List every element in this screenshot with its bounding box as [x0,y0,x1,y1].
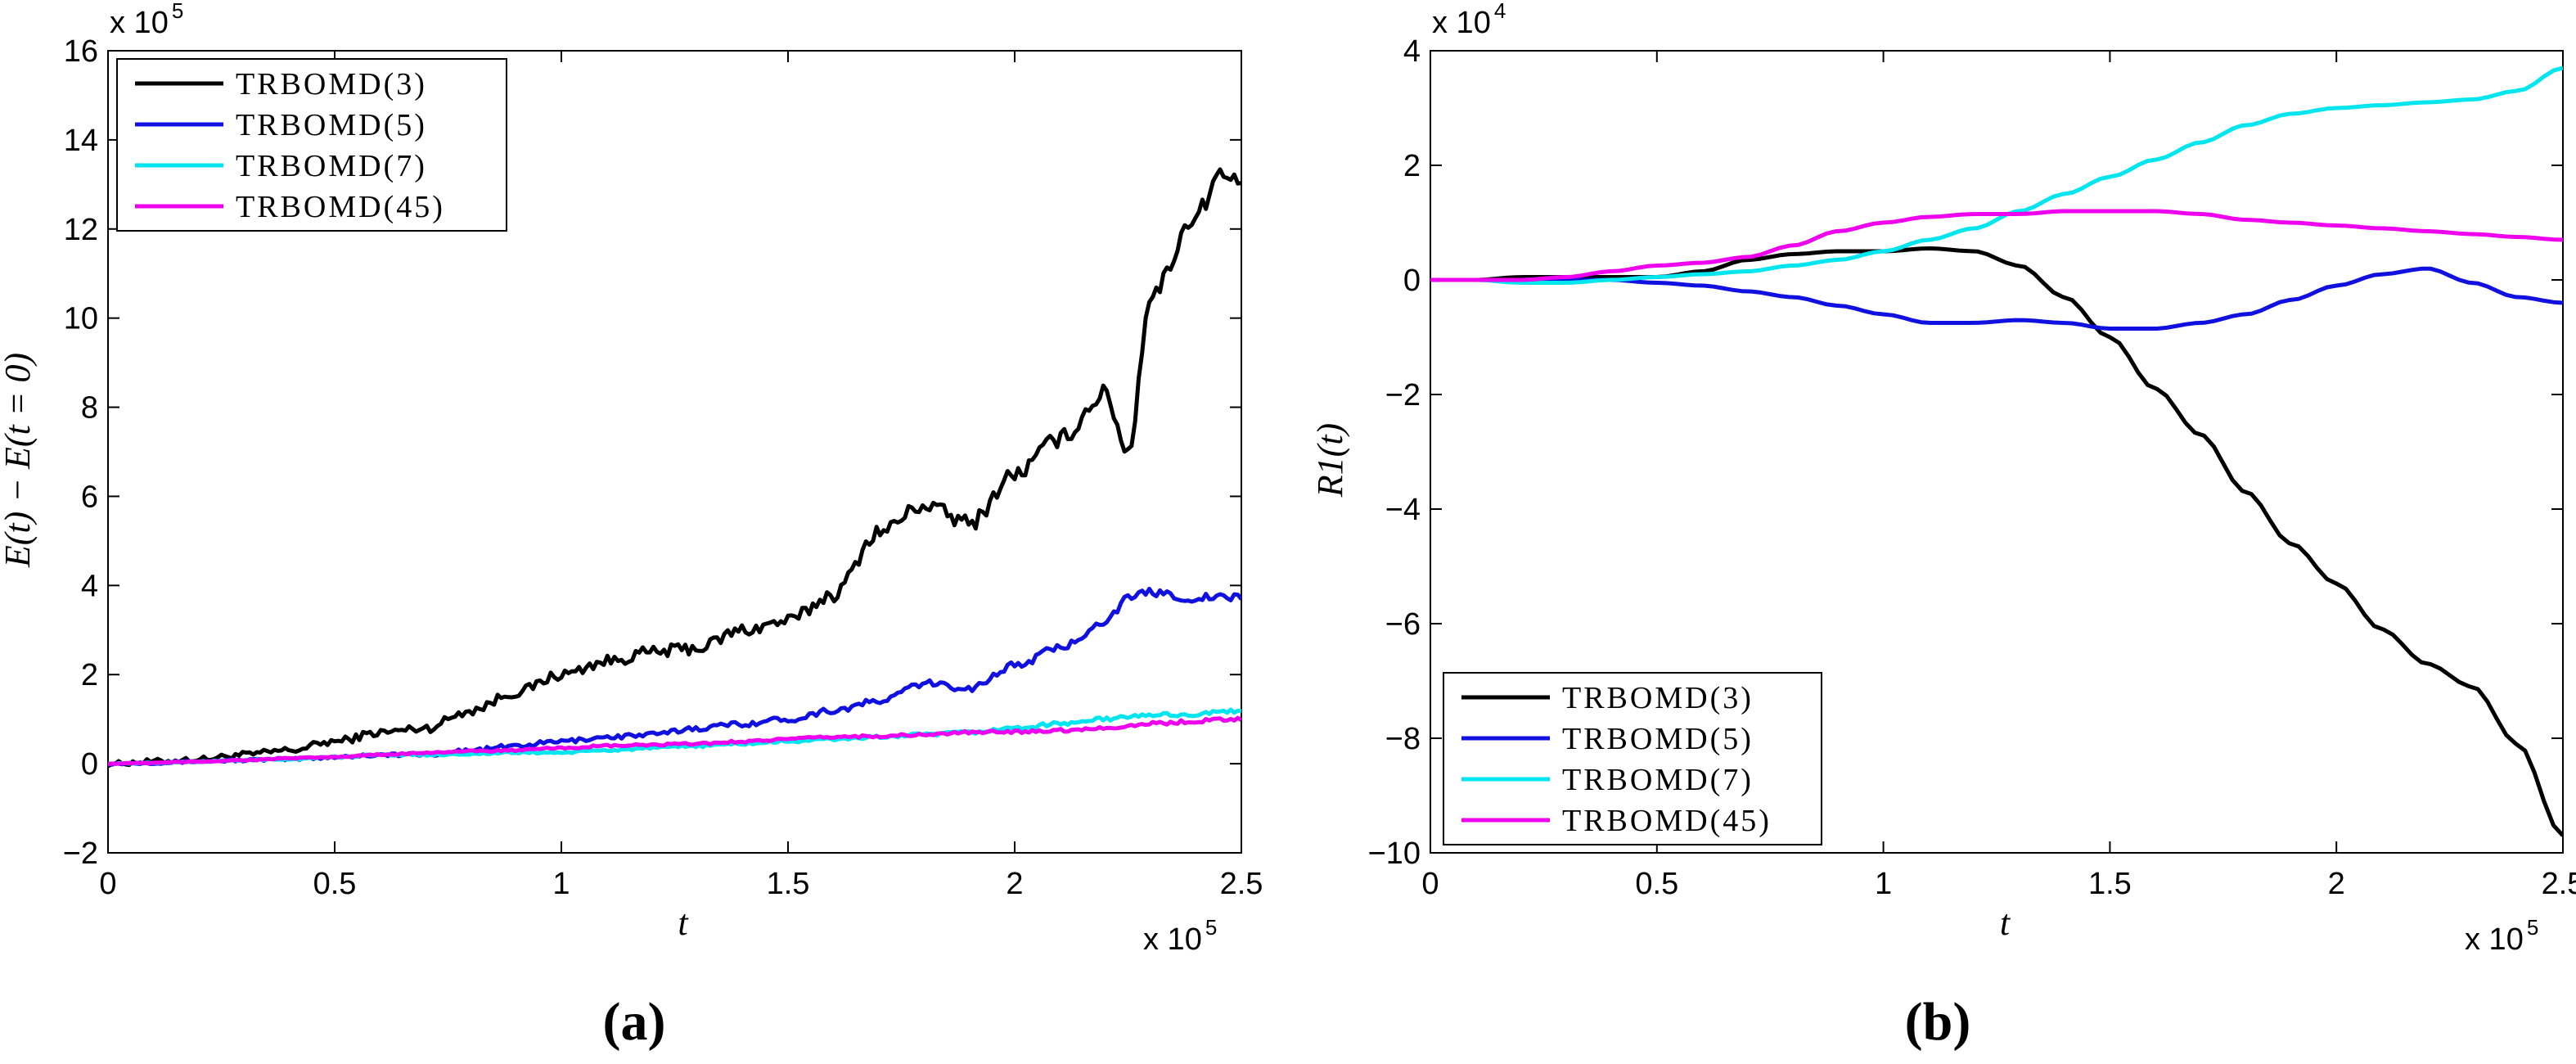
x-tick-label: 2 [1006,867,1023,901]
y-tick-label: −4 [1385,493,1421,527]
series-group [1430,65,2563,837]
series-line-TRBOMD3 [1430,246,2563,837]
y-multiplier-base: x 10 [1432,6,1491,40]
y-multiplier-base: x 10 [110,6,169,40]
y-tick-label: −2 [63,836,98,871]
legend-entry: TRBOMD(7) [236,149,427,183]
plot-frame [1430,50,2564,854]
y-tick-label: 16 [64,34,98,69]
legend-box [116,58,507,232]
y-axis-label: R1(t) [1310,423,1350,498]
y-tick-label: 10 [64,302,98,336]
x-tick-label: 1 [552,867,570,901]
legend-box [1443,672,1822,845]
y-tick-label: −10 [1368,836,1421,871]
x-multiplier-base: x 10 [2465,922,2524,957]
plot-frame [107,50,1242,854]
y-tick-label: 12 [64,213,98,247]
y-tick-label: 2 [81,658,98,692]
legend-entry: TRBOMD(45) [1562,804,1772,838]
y-tick-label: 4 [81,569,98,603]
y-tick-label: 0 [81,747,98,782]
y-multiplier-exp: 4 [1494,0,1506,23]
y-axis-label: E(t) − E(t = 0) [0,353,38,568]
x-axis-multiplier: x 10 5 [2465,915,2538,957]
legend: TRBOMD(3) TRBOMD(5) TRBOMD(7) TRBOMD(45) [116,58,507,232]
x-tick-label: 0 [1421,867,1439,901]
x-multiplier-base: x 10 [1143,922,1202,957]
series-line-TRBOMD3 [108,167,1241,769]
panel-label: (b) [1905,992,1971,1052]
series-group [108,167,1241,769]
x-tick-label: 2.5 [2542,867,2576,901]
y-tick-label: 8 [81,391,98,426]
y-multiplier-exp: 5 [172,0,183,23]
y-axis-multiplier: x 10 5 [110,0,183,40]
series-line-TRBOMD5 [108,586,1241,767]
y-tick-label: 4 [1403,34,1421,69]
y-tick-label: −6 [1385,607,1421,642]
legend-entry: TRBOMD(45) [236,190,445,224]
legend-entry: TRBOMD(5) [1562,722,1754,756]
legend-entry: TRBOMD(5) [236,108,427,142]
legend-entry: TRBOMD(3) [236,67,427,101]
x-tick-label: 1.5 [767,867,810,901]
series-line-TRBOMD45 [1430,209,2563,282]
y-tick-label: 14 [64,124,98,158]
x-axis-label: t [2000,903,2011,943]
x-multiplier-exp: 5 [1205,915,1217,940]
y-tick-label: 0 [1403,264,1421,298]
legend: TRBOMD(3) TRBOMD(5) TRBOMD(7) TRBOMD(45) [1443,672,1822,845]
y-tick-label: −8 [1385,722,1421,756]
x-tick-label: 0.5 [1635,867,1678,901]
panel-label: (a) [603,992,666,1052]
x-tick-label: 1 [1875,867,1892,901]
x-tick-label: 2.5 [1220,867,1263,901]
x-tick-label: 2 [2328,867,2345,901]
x-axis-multiplier: x 10 5 [1143,915,1217,957]
x-tick-label: 1.5 [2088,867,2132,901]
y-tick-label: −2 [1385,378,1421,413]
series-line-TRBOMD7 [1430,65,2563,285]
legend-entry: TRBOMD(7) [1562,763,1754,797]
legend-entry: TRBOMD(3) [1562,681,1754,715]
y-tick-label: 6 [81,480,98,514]
x-multiplier-exp: 5 [2527,915,2538,940]
x-tick-label: 0.5 [313,867,357,901]
x-tick-label: 0 [99,867,116,901]
x-axis-label: t [678,903,689,943]
y-tick-label: 2 [1403,149,1421,183]
series-line-TRBOMD45 [108,715,1241,767]
y-axis-multiplier: x 10 4 [1432,0,1506,40]
